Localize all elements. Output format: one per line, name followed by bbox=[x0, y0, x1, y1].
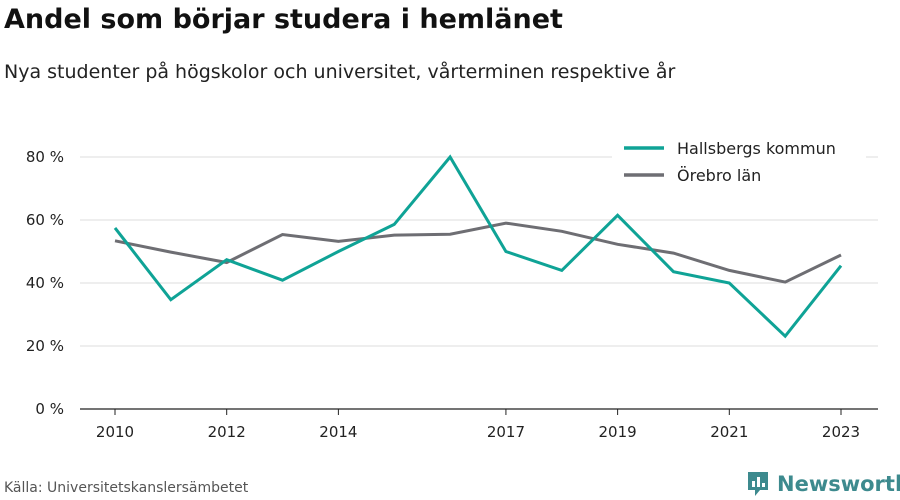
y-tick-label: 40 % bbox=[26, 274, 64, 292]
bar-chart-logo-icon bbox=[748, 472, 768, 496]
source-note: Källa: Universitetskanslersämbetet bbox=[4, 480, 249, 496]
x-tick-label: 2010 bbox=[96, 423, 134, 441]
y-tick-label: 0 % bbox=[35, 400, 64, 418]
x-tick-label: 2019 bbox=[599, 423, 637, 441]
legend-label: Hallsbergs kommun bbox=[677, 139, 836, 158]
brand-name: Newsworthy bbox=[777, 472, 900, 496]
x-tick-label: 2012 bbox=[208, 423, 246, 441]
y-axis-ticks: 0 % 20 % 40 % 60 % 80 % bbox=[26, 148, 64, 418]
legend-background bbox=[612, 133, 866, 191]
x-tick-label: 2021 bbox=[710, 423, 748, 441]
y-tick-label: 80 % bbox=[26, 148, 64, 166]
page-title: Andel som börjar studera i hemlänet bbox=[4, 4, 563, 35]
newsworthy-logo: Newsworthy bbox=[746, 470, 900, 498]
x-axis: 2010 2012 2014 2017 2019 2021 2023 bbox=[80, 408, 878, 441]
legend-label: Örebro län bbox=[677, 166, 761, 185]
page-subtitle: Nya studenter på högskolor och universit… bbox=[4, 61, 676, 83]
x-tick-label: 2014 bbox=[319, 423, 357, 441]
series-line-hallsbergs-kommun bbox=[113, 154, 843, 339]
y-tick-label: 60 % bbox=[26, 211, 64, 229]
x-tick-label: 2023 bbox=[822, 423, 860, 441]
series-lines bbox=[113, 154, 843, 339]
legend: Hallsbergs kommun Örebro län bbox=[612, 133, 866, 191]
y-tick-label: 20 % bbox=[26, 337, 64, 355]
x-tick-label: 2017 bbox=[487, 423, 525, 441]
series-line-örebro-län bbox=[114, 221, 842, 284]
